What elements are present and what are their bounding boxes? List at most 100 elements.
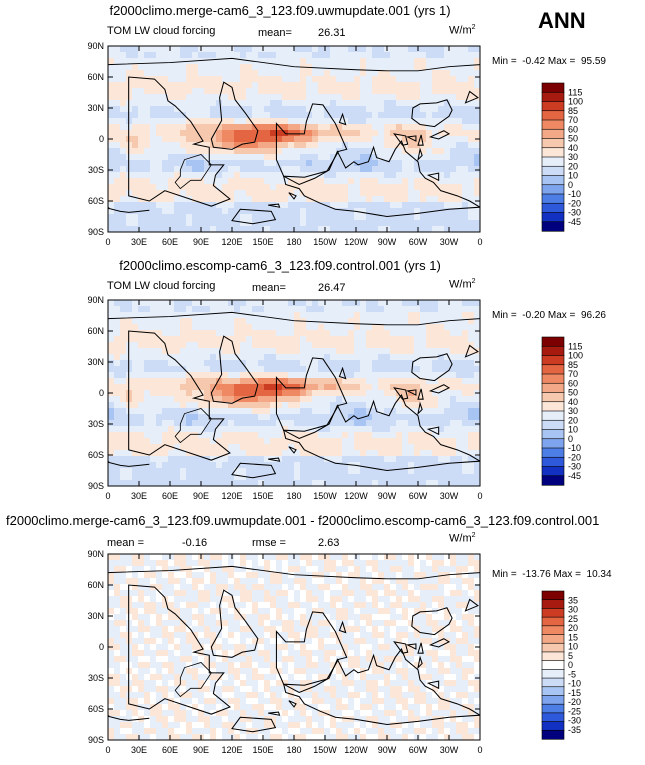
panel-3-colorbar-label: 20 (568, 623, 578, 633)
panel-3-mean-value: -0.16 (182, 537, 208, 549)
panel-1-colorbar-label: -30 (568, 208, 581, 218)
panel-1-x-tick-label: 30W (440, 237, 459, 247)
panel-1-colorbar-swatch (541, 82, 565, 93)
panel-3-rmse-value: 2.63 (318, 537, 340, 549)
panel-1-map (108, 46, 480, 232)
panel-1-colorbar-swatch (541, 175, 565, 186)
panel-1-mean-value: 26.31 (318, 27, 346, 39)
panel-2-y-tick-label: 90N (87, 295, 104, 305)
panel-1-x-tick-label: 120E (221, 237, 242, 247)
panel-2-x-tick-label: 150W (313, 491, 337, 501)
panel-1-x-tick-label: 120W (344, 237, 368, 247)
panel-1-colorbar-label: -20 (568, 198, 581, 208)
panel-2-colorbar-label: 70 (568, 369, 578, 379)
panel-2-colorbar-label: -45 (568, 471, 581, 481)
panel-2-x-tick-label: 60W (409, 491, 428, 501)
panel-1-colorbar-label: -45 (568, 217, 581, 227)
panel-2-x-tick-label: 150E (252, 491, 273, 501)
panel-2-y-tick-label: 30S (88, 419, 104, 429)
panel-1-variable-label: TOM LW cloud forcing (107, 25, 216, 37)
panel-1-y-tick-label: 30N (87, 103, 104, 113)
panel-2-colorbar-label: 20 (568, 415, 578, 425)
panel-3-x-tick-label: 30W (440, 745, 459, 755)
panel-2-y-tick-label: 90S (88, 481, 104, 491)
panel-3-colorbar-label: -25 (568, 706, 581, 716)
panel-1-colorbar-label: 10 (568, 171, 578, 181)
panel-3-colorbar-swatch (541, 625, 565, 636)
panel-2-colorbar-swatch (541, 401, 565, 412)
panel-1-colorbar-swatch (541, 91, 565, 103)
panel-3-y-tick-label: 90S (88, 735, 104, 745)
panel-1-colorbar-label: 20 (568, 161, 578, 171)
panel-3-colorbar-swatch (541, 660, 565, 670)
panel-2-min-max: Min = -0.20 Max = 96.26 (492, 310, 606, 321)
panel-3-colorbar-label: -30 (568, 716, 581, 726)
panel-1-colorbar-label: 40 (568, 143, 578, 153)
panel-2-colorbar-swatch (541, 410, 565, 421)
panel-3-colorbar-swatch (541, 712, 565, 723)
panel-1-x-tick-label: 150E (252, 237, 273, 247)
panel-2-colorbar-label: 0 (568, 434, 573, 444)
panel-3-colorbar-swatch (541, 721, 565, 731)
panel-2-colorbar-swatch (541, 475, 565, 486)
panel-3-y-tick-label: 90N (87, 549, 104, 559)
panel-3-title: f2000climo.merge-cam6_3_123.f09.uwmupdat… (6, 513, 600, 528)
panel-1-y-tick-label: 60N (87, 72, 104, 82)
panel-3-colorbar-swatch (541, 651, 565, 662)
panel-2-x-tick-label: 0 (477, 491, 482, 501)
panel-3-map (108, 554, 480, 740)
panel-1-colorbar-label: 100 (568, 97, 583, 107)
panel-1-x-tick-label: 60W (409, 237, 428, 247)
panel-3-colorbar-label: 15 (568, 632, 578, 642)
panel-1-colorbar-label: 30 (568, 152, 578, 162)
panel-3-x-tick-label: 60W (409, 745, 428, 755)
panel-2-colorbar-swatch (541, 364, 565, 375)
panel-3-x-tick-label: 180 (286, 745, 301, 755)
panel-1-colorbar-swatch (541, 202, 565, 214)
panel-1-colorbar-label: 50 (568, 134, 578, 144)
panel-1-y-tick-label: 90S (88, 227, 104, 237)
panel-2-colorbar-swatch (541, 345, 565, 357)
panel-3-y-tick-label: 0 (99, 642, 104, 652)
panel-2-colorbar-label: 40 (568, 397, 578, 407)
panel-3-colorbar-swatch (541, 695, 565, 705)
panel-3-colorbar-swatch (541, 729, 565, 740)
panel-1-colorbar-label: 60 (568, 124, 578, 134)
panel-3-colorbar-label: -15 (568, 688, 581, 698)
season-label: ANN (538, 8, 586, 33)
panel-1-colorbar-swatch (541, 165, 565, 177)
panel-2-x-tick-label: 180 (286, 491, 301, 501)
panel-3-y-tick-label: 60N (87, 580, 104, 590)
panel-1-colorbar-label: 115 (568, 87, 582, 97)
panel-1-y-tick-label: 30S (88, 165, 104, 175)
panel-3-colorbar-label: 5 (568, 651, 573, 661)
panel-1-mean-label: mean= (258, 27, 292, 39)
panel-2-y-tick-label: 30N (87, 357, 104, 367)
panel-2-colorbar-label: 10 (568, 425, 578, 435)
panel-2-colorbar-swatch (541, 419, 565, 431)
panel-1-colorbar-swatch (541, 101, 565, 112)
panel-3-x-tick-label: 150E (252, 745, 273, 755)
panel-1-colorbar-swatch (541, 156, 565, 167)
panel-1-colorbar-label: 85 (568, 106, 578, 116)
panel-3-x-tick-label: 120E (221, 745, 242, 755)
panel-3-colorbar-swatch (541, 642, 565, 653)
panel-3-min-max: Min = -13.76 Max = 10.34 (492, 569, 612, 580)
panel-2-colorbar-label: -10 (568, 443, 581, 453)
panel-3-colorbar-label: 0 (568, 660, 573, 670)
panel-3-colorbar-label: 30 (568, 605, 578, 615)
panel-1-y-tick-label: 0 (99, 134, 104, 144)
panel-3-x-tick-label: 90E (193, 745, 209, 755)
panel-1-x-tick-label: 0 (105, 237, 110, 247)
panel-3-colorbar-swatch (541, 599, 565, 610)
panel-1-x-tick-label: 150W (313, 237, 337, 247)
panel-2-x-tick-label: 30E (131, 491, 147, 501)
panel-1-colorbar-label: 0 (568, 180, 573, 190)
panel-3-colorbar-swatch (541, 608, 565, 618)
panel-1-x-tick-label: 90W (378, 237, 397, 247)
panel-3-field (108, 554, 480, 740)
panel-3-colorbar-swatch (541, 616, 565, 627)
panel-2-x-tick-label: 0 (105, 491, 110, 501)
panel-3-x-tick-label: 0 (477, 745, 482, 755)
panel-1-colorbar-swatch (541, 128, 565, 140)
